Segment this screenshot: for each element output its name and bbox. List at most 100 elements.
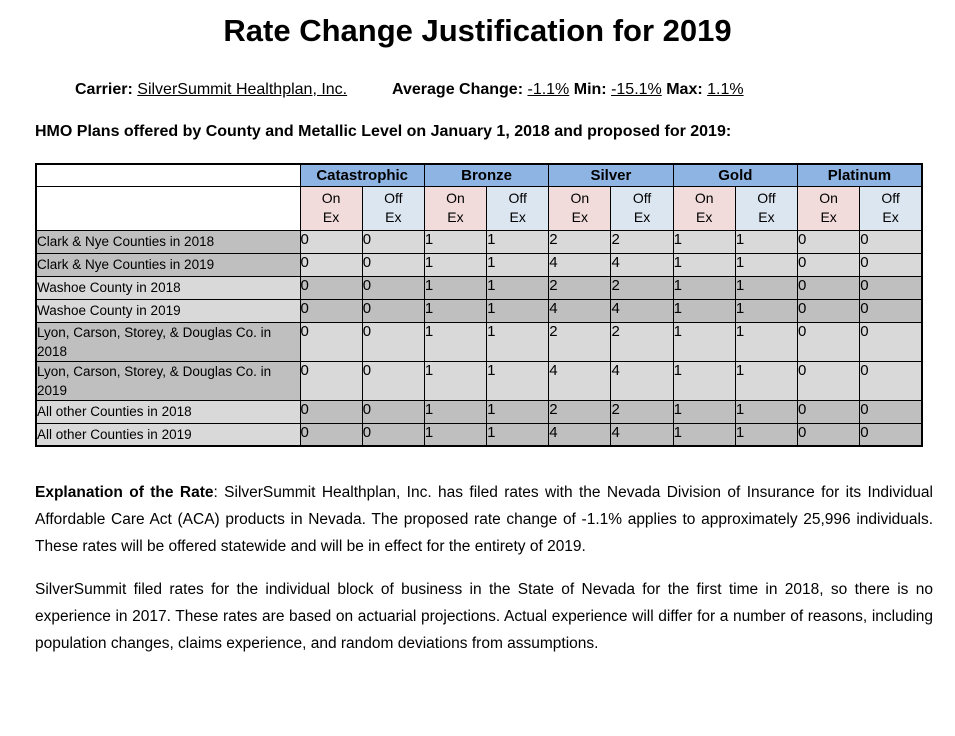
table-caption: HMO Plans offered by County and Metallic… [35, 123, 732, 140]
plan-count-cell: 1 [423, 422, 488, 447]
off-exchange-header: Off Ex [610, 185, 674, 231]
plan-count-cell: 1 [423, 252, 488, 277]
plan-count-cell: 0 [299, 229, 363, 254]
plan-count-cell: 0 [859, 422, 923, 447]
plan-count-cell: 0 [859, 275, 923, 300]
plan-count-cell: 4 [548, 298, 612, 323]
on-exchange-header: On Ex [548, 185, 612, 231]
plan-count-cell: 1 [734, 399, 799, 424]
plan-count-cell: 4 [610, 252, 674, 277]
plan-count-cell: 2 [610, 399, 674, 424]
corner-cell [35, 163, 301, 187]
plan-count-cell: 2 [610, 321, 674, 362]
plan-count-cell: 0 [859, 321, 923, 362]
plan-count-cell: 1 [486, 360, 550, 401]
meta-line: Carrier: SilverSummit Healthplan, Inc. A… [75, 80, 955, 99]
on-exchange-header: On Ex [299, 185, 363, 231]
table-row: All other Counties in 2019 0 0 1 1 4 4 1 1 0 0 [35, 422, 923, 447]
off-exchange-header: Off Ex [486, 185, 550, 231]
row-label: All other Counties in 2019 [35, 422, 301, 447]
plan-count-cell: 1 [734, 422, 799, 447]
plan-count-cell: 1 [423, 275, 488, 300]
plan-count-cell: 0 [361, 275, 425, 300]
plan-count-cell: 0 [797, 321, 861, 362]
plan-count-cell: 0 [299, 298, 363, 323]
plan-count-cell: 2 [548, 275, 612, 300]
plan-count-cell: 0 [361, 321, 425, 362]
plan-count-cell: 4 [548, 360, 612, 401]
plan-count-cell: 1 [734, 252, 799, 277]
table-row: Washoe County in 2019 0 0 1 1 4 4 1 1 0 0 [35, 298, 923, 323]
plan-count-cell: 0 [299, 321, 363, 362]
table-row: Lyon, Carson, Storey, & Douglas Co. in 2… [35, 321, 923, 362]
plan-count-cell: 0 [361, 422, 425, 447]
plan-count-cell: 1 [672, 422, 736, 447]
plan-count-cell: 1 [734, 360, 799, 401]
on-exchange-header: On Ex [797, 185, 861, 231]
plan-count-cell: 2 [610, 275, 674, 300]
off-exchange-header: Off Ex [734, 185, 799, 231]
plan-count-cell: 1 [486, 229, 550, 254]
table-row: Clark & Nye Counties in 2019 0 0 1 1 4 4 1 1 0 0 [35, 252, 923, 277]
max-label: Max: [666, 81, 703, 98]
plan-count-cell: 1 [672, 275, 736, 300]
filing-history-paragraph: SilverSummit filed rates for the individ… [35, 581, 933, 652]
plan-count-cell: 0 [859, 252, 923, 277]
plan-count-cell: 0 [797, 360, 861, 401]
plan-count-cell: 1 [672, 298, 736, 323]
plan-count-cell: 0 [859, 399, 923, 424]
row-label: Washoe County in 2019 [35, 298, 301, 323]
plan-count-cell: 0 [797, 422, 861, 447]
carrier-value: SilverSummit Healthplan, Inc. [137, 81, 348, 98]
plan-count-cell: 0 [361, 252, 425, 277]
plan-count-cell: 1 [486, 321, 550, 362]
plan-count-cell: 1 [734, 229, 799, 254]
plan-count-cell: 0 [299, 399, 363, 424]
plan-count-cell: 0 [797, 275, 861, 300]
metal-header-bronze: Bronze [423, 163, 550, 187]
explanation-paragraph: Explanation of the Rate: SilverSummit He… [35, 479, 933, 560]
plan-count-cell: 1 [486, 422, 550, 447]
plan-count-cell: 0 [859, 229, 923, 254]
on-exchange-header: On Ex [423, 185, 488, 231]
plan-count-cell: 0 [299, 422, 363, 447]
plan-count-cell: 4 [548, 422, 612, 447]
plan-count-cell: 0 [797, 252, 861, 277]
metal-header-row: Catastrophic Bronze Silver Gold Platinum [35, 163, 923, 187]
plan-count-cell: 1 [423, 298, 488, 323]
plan-count-cell: 2 [610, 229, 674, 254]
row-label: Clark & Nye Counties in 2019 [35, 252, 301, 277]
average-change-value: -1.1% [527, 81, 570, 98]
min-label: Min: [573, 81, 607, 98]
metal-header-gold: Gold [672, 163, 799, 187]
row-label: Lyon, Carson, Storey, & Douglas Co. in 2… [35, 321, 301, 362]
page-title: Rate Change Justification for 2019 [223, 13, 732, 48]
plan-count-cell: 1 [486, 298, 550, 323]
min-value: -15.1% [611, 81, 662, 98]
off-exchange-header: Off Ex [859, 185, 923, 231]
max-value: 1.1% [707, 81, 744, 98]
corner-cell [35, 185, 301, 231]
metal-header-silver: Silver [548, 163, 674, 187]
table-row: All other Counties in 2018 0 0 1 1 2 2 1 1 0 0 [35, 399, 923, 424]
table-row: Lyon, Carson, Storey, & Douglas Co. in 2… [35, 360, 923, 401]
plan-count-cell: 0 [797, 399, 861, 424]
off-exchange-header: Off Ex [361, 185, 425, 231]
plan-count-cell: 1 [423, 321, 488, 362]
explanation-lead: Explanation of the Rate [35, 484, 214, 501]
plan-count-cell: 1 [486, 252, 550, 277]
plan-count-cell: 0 [361, 298, 425, 323]
plan-count-cell: 4 [548, 252, 612, 277]
plan-count-cell: 0 [797, 229, 861, 254]
table-row: Washoe County in 2018 0 0 1 1 2 2 1 1 0 0 [35, 275, 923, 300]
row-label: Washoe County in 2018 [35, 275, 301, 300]
plan-count-cell: 2 [548, 321, 612, 362]
plan-count-cell: 0 [299, 275, 363, 300]
hmo-table-head: Catastrophic Bronze Silver Gold Platinum On Ex… [35, 163, 923, 231]
plan-count-cell: 0 [299, 252, 363, 277]
hmo-table-body: Clark & Nye Counties in 2018 0 0 1 1 2 2 1 1 0 0 Cl… [35, 229, 923, 447]
plan-count-cell: 0 [361, 360, 425, 401]
plan-count-cell: 1 [423, 360, 488, 401]
plan-count-cell: 1 [486, 399, 550, 424]
average-change-label: Average Change: [392, 81, 524, 98]
